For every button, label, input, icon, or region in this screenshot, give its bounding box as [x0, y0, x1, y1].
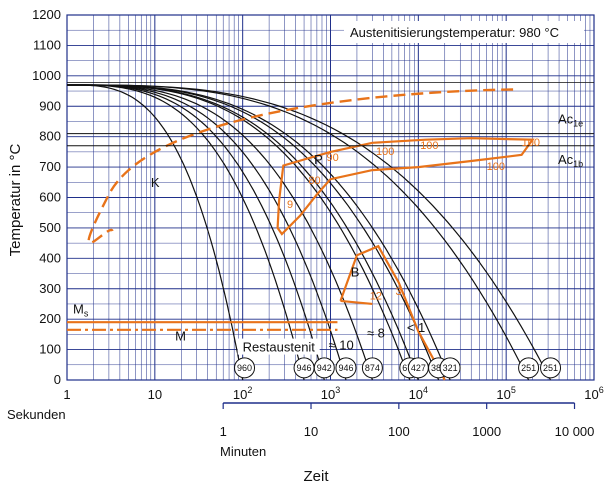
x-tick-label: 10	[148, 387, 162, 402]
austenite-start-curve	[87, 88, 514, 245]
minutes-tick-label: 10 000	[555, 424, 595, 439]
hardness-value: 946	[338, 363, 353, 373]
percent-label: 12	[370, 290, 382, 302]
phase-boundaries	[67, 88, 535, 381]
y-tick-label: 200	[39, 311, 61, 326]
y-axis-label: Temperatur in °C	[7, 143, 24, 256]
bainite-base	[340, 299, 373, 306]
hardness-value: 960	[237, 363, 252, 373]
y-tick-label: 1000	[32, 68, 61, 83]
x-axis-time-label: Zeit	[303, 468, 329, 484]
region-label-P: P	[314, 152, 323, 167]
subtitle: Austenitisierungstemperatur: 980 °C	[350, 25, 559, 40]
percent-label: 100	[487, 161, 505, 173]
bainite-region	[339, 244, 446, 381]
hardness-value: 251	[521, 363, 536, 373]
minutes-tick-label: 1	[220, 424, 227, 439]
subtitle-box	[344, 21, 584, 43]
x-tick-label: 104	[409, 385, 428, 402]
value-label: ≈ 8	[367, 325, 385, 340]
y-tick-label: 300	[39, 281, 61, 296]
x-axis-seconds-label: Sekunden	[7, 407, 66, 422]
percent-label: 100	[376, 146, 394, 158]
percent-label: 90	[326, 152, 338, 164]
x-tick-label: 1	[63, 387, 70, 402]
percent-label: 9	[287, 199, 293, 211]
hardness-badge	[335, 357, 357, 379]
y-tick-label: 800	[39, 129, 61, 144]
hardness-badge	[540, 357, 562, 379]
y-tick-label: 1100	[33, 37, 61, 52]
y-tick-label: 1200	[32, 7, 61, 22]
region-label-K: K	[151, 175, 160, 190]
hardness-value: 942	[317, 363, 332, 373]
percent-label: 100	[522, 137, 540, 149]
minutes-tick-label: 1000	[472, 424, 501, 439]
value-label: ≈ 10	[329, 338, 354, 353]
pearlite-region	[276, 137, 535, 236]
y-tick-label: 0	[54, 372, 61, 387]
hardness-value: 427	[411, 363, 426, 373]
hardness-value: 251	[543, 363, 558, 373]
cooling-curve	[67, 84, 244, 381]
y-tick-label: 900	[39, 98, 61, 113]
hardness-badge	[518, 357, 540, 379]
cooling-curve	[67, 84, 451, 381]
percent-label: 80	[308, 175, 320, 187]
restaustenit-label: Restaustenit	[243, 340, 316, 355]
y-tick-label: 400	[39, 250, 61, 265]
percent-label: 100	[420, 140, 438, 152]
region-label-M: M	[175, 328, 186, 343]
hardness-badge	[439, 357, 461, 379]
value-label: < 1	[407, 320, 425, 335]
grid	[66, 14, 595, 409]
x-tick-label: 106	[584, 385, 603, 402]
hardness-value: 385	[431, 363, 446, 373]
hardness-badge	[361, 357, 383, 379]
hardness-badge	[234, 357, 256, 379]
cooling-curve	[67, 84, 552, 381]
y-tick-label: 500	[39, 220, 61, 235]
y-tick-label: 600	[39, 190, 61, 205]
x-tick-label: 103	[321, 385, 340, 402]
hardness-badge	[313, 357, 335, 379]
y-tick-label: 700	[39, 159, 61, 174]
hardness-value: 321	[443, 363, 458, 373]
restaustenit-bg	[237, 338, 320, 355]
x-tick-label: 105	[496, 385, 515, 402]
minutes-tick-label: 10	[304, 424, 318, 439]
percent-label: 3	[396, 286, 402, 298]
hardness-value: 874	[365, 363, 380, 373]
y-tick-label: 100	[39, 342, 61, 357]
cooling-curves	[67, 84, 552, 381]
x-axis-minutes-label: Minuten	[220, 444, 266, 459]
x-tick-label: 102	[233, 385, 252, 402]
minutes-tick-label: 100	[388, 424, 410, 439]
hardness-value: 946	[297, 363, 312, 373]
region-label-B: B	[351, 265, 360, 280]
